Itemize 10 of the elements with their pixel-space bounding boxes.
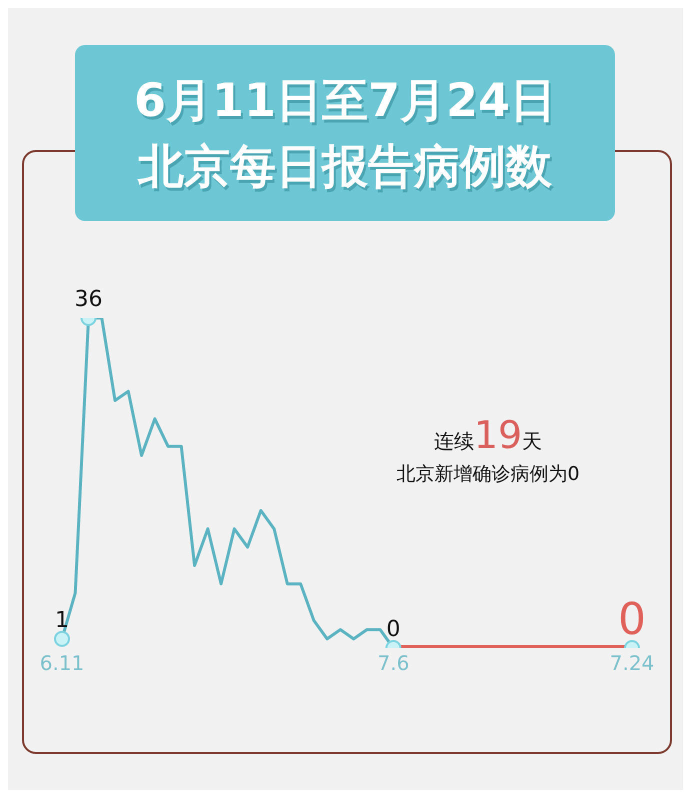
data-label: 36: [74, 287, 103, 312]
annotation: 北京新增确诊病例为0: [396, 463, 580, 485]
chart-title: 6月11日至7月24日: [134, 72, 556, 129]
x-tick-label: 7.6: [377, 651, 410, 676]
data-label: 0: [386, 617, 400, 642]
annotation: 连续19天: [434, 413, 542, 457]
x-tick-label: 7.24: [610, 651, 654, 676]
data-label: 1: [55, 608, 69, 633]
x-tick-label: 6.11: [40, 651, 84, 676]
chart-subtitle: 北京每日报告病例数: [136, 138, 553, 195]
